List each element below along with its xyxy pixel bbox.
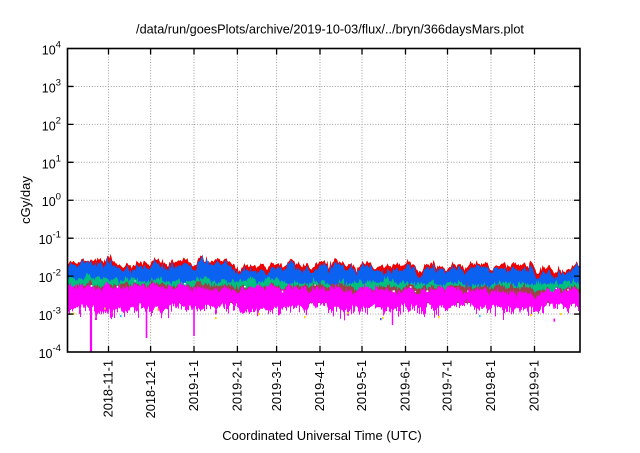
svg-text:2018-12-1: 2018-12-1 xyxy=(143,360,158,418)
svg-text:2019-3-1: 2019-3-1 xyxy=(269,360,284,411)
svg-text:2018-11-1: 2018-11-1 xyxy=(101,360,116,417)
svg-text:2019-8-1: 2019-8-1 xyxy=(483,360,498,411)
svg-text:cGy/day: cGy/day xyxy=(18,176,33,224)
svg-text:2019-2-1: 2019-2-1 xyxy=(230,360,245,411)
svg-text:2019-1-1: 2019-1-1 xyxy=(186,360,201,411)
svg-text:2019-6-1: 2019-6-1 xyxy=(398,360,413,411)
svg-text:Coordinated Universal Time (UT: Coordinated Universal Time (UTC) xyxy=(222,428,421,443)
svg-text:2019-5-1: 2019-5-1 xyxy=(354,360,369,411)
svg-text:2019-7-1: 2019-7-1 xyxy=(440,360,455,411)
svg-text:/data/run/goesPlots/archive/20: /data/run/goesPlots/archive/2019-10-03/f… xyxy=(136,23,524,37)
svg-text:2019-4-1: 2019-4-1 xyxy=(312,360,327,411)
svg-text:2019-9-1: 2019-9-1 xyxy=(527,360,542,411)
